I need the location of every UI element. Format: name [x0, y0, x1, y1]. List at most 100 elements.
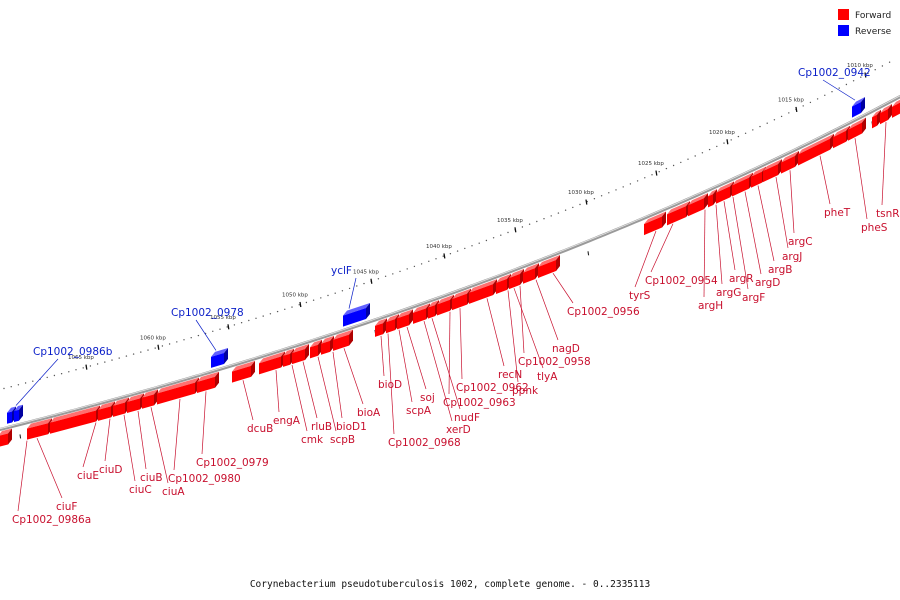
scale-dot: [528, 223, 531, 225]
gene-label: Cp1002_0962: [456, 382, 529, 394]
scale-dot: [723, 142, 725, 144]
gene-leader-line: [82, 422, 97, 468]
scale-dot: [644, 177, 646, 179]
reverse-gene: [211, 348, 228, 368]
forward-gene: [872, 109, 881, 129]
gene-label: tlyA: [537, 371, 558, 383]
scale-dot: [629, 183, 632, 185]
gene-label: ciuF: [56, 501, 77, 513]
scale-dot: [334, 292, 336, 294]
scale-dot: [233, 324, 236, 326]
forward-gene: [232, 360, 255, 383]
forward-gene: [848, 117, 866, 141]
scale-dot: [651, 174, 653, 176]
gene-label: pheS: [861, 222, 888, 234]
scale-dot: [492, 237, 495, 239]
scale-dot: [507, 231, 509, 234]
scale-dot: [888, 61, 891, 63]
scale-dot: [788, 112, 790, 114]
scale-dot: [881, 65, 884, 67]
gene-leader-line: [819, 155, 831, 205]
scale-dot: [759, 125, 761, 128]
scale-tick-label: 1060 kbp: [140, 335, 166, 341]
forward-gene: [333, 329, 353, 351]
scale-dot: [82, 367, 84, 369]
scale-major-tick: [726, 139, 729, 145]
scale-dot: [874, 69, 876, 71]
gene-leader-line: [744, 191, 762, 275]
scale-dot: [60, 373, 63, 375]
gene-label: Cp1002_0980: [168, 473, 241, 485]
scale-dot: [10, 386, 12, 388]
scale-dot: [752, 129, 754, 131]
scale-dot: [104, 361, 106, 363]
gene-leader-line: [343, 348, 364, 405]
gene-leader-line: [650, 223, 674, 273]
scale-dot: [327, 294, 329, 297]
scale-dot: [341, 290, 344, 292]
scale-dot: [298, 304, 300, 306]
scale-major-tick: [585, 199, 588, 205]
gene-label: Cp1002_0979: [196, 457, 269, 469]
scale-major-tick: [299, 301, 302, 308]
gene-leader-line: [732, 196, 749, 290]
scale-tick-label: 1050 kbp: [282, 293, 308, 299]
scale-dot: [716, 145, 718, 148]
scale-dot: [852, 80, 855, 82]
scale-dot: [305, 301, 308, 304]
forward-gene: [523, 263, 539, 284]
forward-gene: [880, 104, 892, 125]
scale-dot: [680, 161, 682, 164]
scale-dot: [593, 198, 596, 200]
forward-gene: [688, 193, 708, 217]
scale-dot: [543, 218, 545, 220]
gene-leader-line: [137, 410, 147, 470]
forward-gene: [375, 318, 387, 337]
scale-major-tick: [514, 227, 517, 233]
forward-gene: [397, 309, 413, 330]
forward-gene: [197, 371, 219, 394]
gene-leader-line: [380, 335, 385, 377]
scale-dot: [485, 239, 488, 242]
scale-dot: [658, 171, 660, 173]
gene-leader-line: [302, 361, 318, 419]
legend-forward-label: Forward: [855, 11, 891, 21]
scale-dot: [622, 186, 624, 188]
gene-leader-line: [398, 329, 413, 403]
gene-label: Cp1002_0986b: [33, 346, 113, 358]
scale-dot: [435, 258, 437, 260]
scale-major-tick: [370, 278, 373, 284]
gene-leader-line: [123, 414, 136, 482]
reverse-gene: [852, 97, 865, 118]
scale-dot: [579, 203, 581, 206]
scale-major-tick: [157, 344, 160, 350]
gene-leader-line: [854, 138, 868, 220]
gene-label: argJ: [782, 251, 802, 263]
scale-dot: [226, 326, 228, 328]
forward-gene: [142, 389, 158, 409]
gene-leader-line: [348, 277, 357, 309]
gene-leader-line: [242, 380, 254, 421]
scale-dot: [860, 76, 862, 78]
scale-dot: [406, 268, 408, 270]
scale-dot: [399, 270, 401, 273]
scale-dot: [32, 380, 34, 382]
scale-dot: [737, 135, 740, 138]
gene-leader-line: [317, 356, 337, 432]
gene-label: ciuD: [99, 464, 122, 476]
scale-dot: [766, 122, 768, 124]
scale-tick-label: 1055 kbp: [210, 315, 236, 321]
scale-dot: [615, 189, 617, 191]
scale-dot: [420, 263, 423, 265]
scale-dot: [140, 351, 142, 353]
scale-major-tick: [655, 170, 658, 176]
scale-dot: [392, 273, 394, 275]
gene-label: engA: [273, 415, 301, 427]
scale-dot: [773, 119, 776, 121]
scale-dot: [168, 343, 171, 345]
scale-dot: [68, 371, 70, 373]
gene-leader-line: [275, 370, 280, 413]
scale-dot: [132, 353, 135, 355]
scale-major-tick: [864, 72, 867, 78]
